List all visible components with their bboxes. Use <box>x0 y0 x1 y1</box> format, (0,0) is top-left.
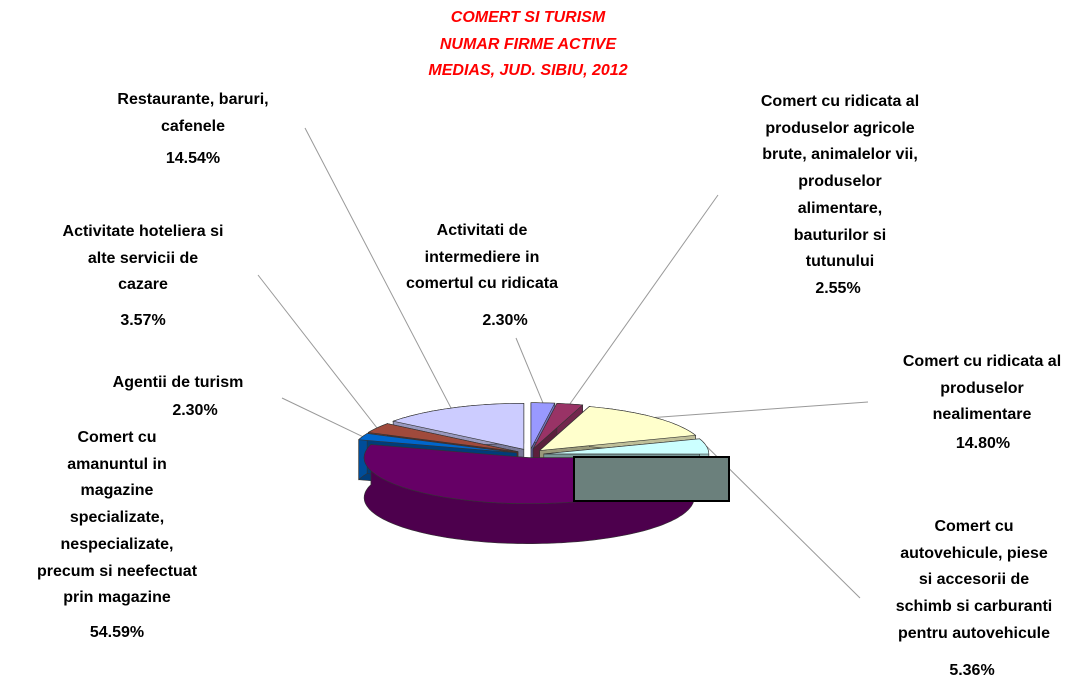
value-label: 14.54% <box>165 150 221 167</box>
slice <box>543 438 710 455</box>
category-label: Comert cu amanuntul in magazine speciali… <box>36 429 198 607</box>
category-label: Agentii de turism <box>112 374 244 391</box>
slice <box>538 406 697 451</box>
category-label: Comert cu ridicata al produselor agricol… <box>760 93 920 271</box>
category-label: Comert cu ridicata al produselor nealime… <box>902 353 1062 424</box>
leader-line <box>515 337 544 404</box>
value-label: 3.57% <box>120 312 166 329</box>
leader-line <box>706 445 861 599</box>
chart-title: COMERT SI TURISM NUMAR FIRME ACTIVE MEDI… <box>428 9 628 79</box>
slice <box>532 402 584 450</box>
value-label: 2.55% <box>815 280 861 297</box>
category-label: Activitati de intermediere in comertul c… <box>405 222 559 293</box>
leader-line <box>304 127 452 409</box>
slice <box>530 402 556 449</box>
value-label: 2.30% <box>482 312 528 329</box>
slice <box>392 402 525 450</box>
leader-line <box>654 401 869 418</box>
value-label: 14.80% <box>955 435 1011 452</box>
slice <box>357 433 517 454</box>
category-label: Activitate hoteliera si alte servicii de… <box>62 223 224 294</box>
leader-line <box>281 397 363 437</box>
value-label: 2.30% <box>172 402 218 419</box>
category-label: Restaurante, baruri, cafenele <box>117 91 269 135</box>
slice <box>367 423 519 452</box>
leader-line <box>569 194 719 405</box>
leader-line <box>257 274 378 429</box>
value-label: 54.59% <box>89 624 145 641</box>
category-label: Comert cu autovehicule, piese si accesor… <box>895 518 1053 642</box>
value-label: 5.36% <box>949 662 995 679</box>
overlay-box <box>573 456 730 502</box>
